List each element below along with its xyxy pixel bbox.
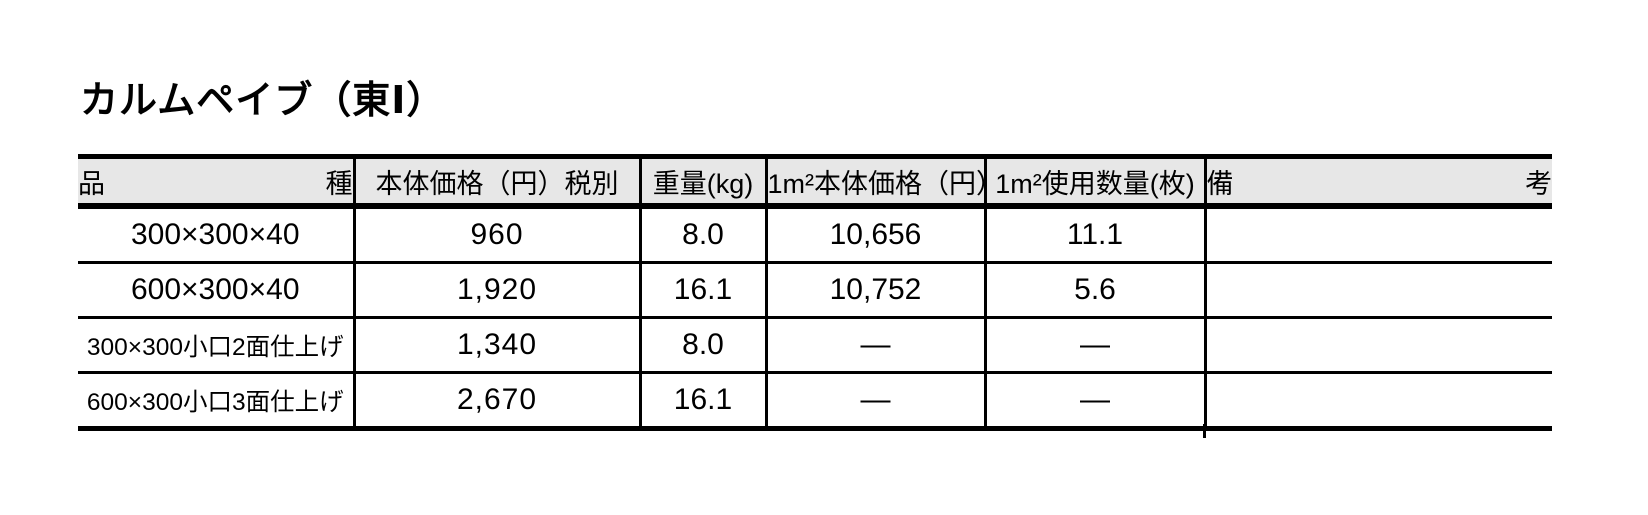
col-header-remarks: 備 考 [1203, 156, 1552, 209]
cell-product: 600×300小口3面仕上げ [78, 371, 354, 429]
cell-price-per-sqm: — [764, 316, 985, 373]
table-row: 300×300×40 960 8.0 10,656 11.1 [78, 206, 1552, 263]
column-divider-tick [1203, 424, 1206, 438]
cell-product: 300×300小口2面仕上げ [78, 316, 354, 373]
cell-product: 300×300×40 [130, 218, 300, 251]
cell-qty-per-sqm: 11.1 [983, 206, 1205, 263]
col-header-price-per-sqm: 1m²本体価格（円） [764, 156, 985, 209]
cell-remarks [1203, 261, 1552, 318]
cell-price: 1,920 [352, 261, 640, 318]
cell-weight: 8.0 [638, 206, 766, 263]
table-row: 600×300×40 1,920 16.1 10,752 5.6 [78, 261, 1552, 318]
table-header-row: 品 種 本体価格（円）税別 重量(kg) 1m²本体価格（円） 1m²使用数量(… [78, 156, 1552, 209]
cell-price: 960 [352, 206, 640, 263]
cell-qty-per-sqm: — [983, 316, 1205, 373]
cell-remarks [1203, 316, 1552, 373]
cell-qty-per-sqm: 5.6 [983, 261, 1205, 318]
cell-price-per-sqm: 10,656 [764, 206, 985, 263]
cell-price-per-sqm: — [764, 371, 985, 429]
cell-weight: 16.1 [638, 261, 766, 318]
page-title: カルムペイブ（東Ⅰ） [80, 80, 446, 122]
price-table: 品 種 本体価格（円）税別 重量(kg) 1m²本体価格（円） 1m²使用数量(… [78, 154, 1552, 431]
cell-price-per-sqm: 10,752 [764, 261, 985, 318]
cell-weight: 16.1 [638, 371, 766, 429]
cell-price: 1,340 [352, 316, 640, 373]
table-row: 300×300小口2面仕上げ 1,340 8.0 — — [78, 316, 1552, 373]
cell-qty-per-sqm: — [983, 371, 1205, 429]
cell-weight: 8.0 [638, 316, 766, 373]
col-header-weight: 重量(kg) [638, 156, 766, 209]
col-header-price: 本体価格（円）税別 [352, 156, 640, 209]
cell-price: 2,670 [352, 371, 640, 429]
col-header-qty-per-sqm: 1m²使用数量(枚) [983, 156, 1205, 209]
cell-product: 600×300×40 [78, 261, 354, 318]
cell-remarks [1203, 371, 1552, 429]
col-header-product: 品 種 [78, 156, 354, 209]
cell-remarks [1203, 206, 1552, 263]
table-row: 600×300小口3面仕上げ 2,670 16.1 — — [78, 371, 1552, 429]
